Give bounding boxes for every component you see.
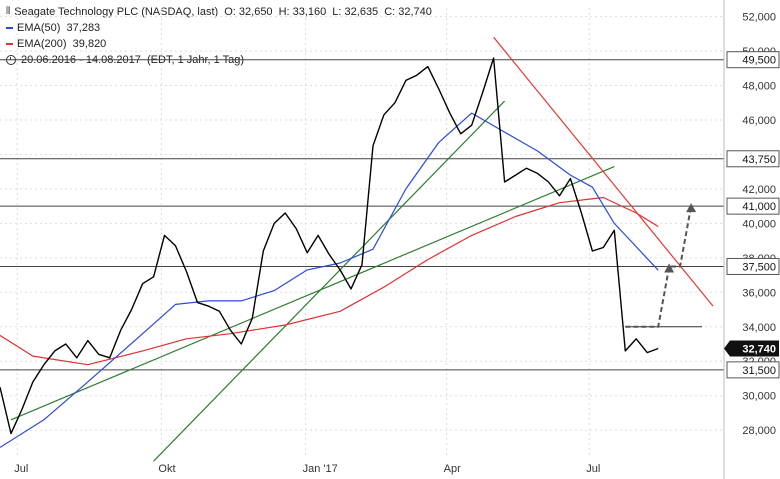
level-label-box <box>726 197 780 215</box>
level-label-box <box>726 150 780 168</box>
legend: ⫴ Seagate Technology PLC (NASDAQ, last) … <box>6 4 432 68</box>
price-line <box>0 57 659 435</box>
y-tick-label: 30,000 <box>742 391 776 403</box>
y-tick-label: 46,000 <box>742 115 776 127</box>
high-label: H: <box>278 6 290 18</box>
forecast-arrow <box>664 263 675 273</box>
x-tick-label: Jul <box>14 463 28 475</box>
y-tick-label: 48,000 <box>742 81 776 93</box>
y-tick-label: 34,000 <box>742 322 776 334</box>
price-layer <box>0 57 659 435</box>
ema200-swatch <box>6 43 13 45</box>
ema50-value: 37,283 <box>66 22 101 34</box>
ema50-label: EMA(50) <box>17 22 61 34</box>
x-tick-label: Apr <box>444 463 461 475</box>
forecast-arrow <box>686 203 697 213</box>
level-label: 43,750 <box>742 154 776 166</box>
high-value: 33,160 <box>292 6 327 18</box>
ema200-value: 39,820 <box>72 38 107 50</box>
level-label-box <box>726 361 780 379</box>
y-axis: 28,00030,00032,00034,00036,00038,00040,0… <box>723 0 780 479</box>
ema200-label: EMA(200) <box>17 38 67 50</box>
level-label: 37,500 <box>742 261 776 273</box>
trendline <box>153 100 506 462</box>
open-value: 32,650 <box>238 6 273 18</box>
instrument-row: ⫴ Seagate Technology PLC (NASDAQ, last) … <box>6 4 432 20</box>
open-label: O: <box>224 6 236 18</box>
ema50-line <box>0 112 659 448</box>
chart-grid <box>0 8 724 456</box>
low-label: L: <box>332 6 342 18</box>
x-tick-label: Jul <box>586 463 600 475</box>
level-label-box <box>726 257 780 275</box>
instrument-name: Seagate Technology PLC (NASDAQ, last) <box>14 6 219 18</box>
ema200-row: EMA(200) 39,820 <box>6 36 432 52</box>
ema50-swatch <box>6 27 13 29</box>
forecast-layer <box>625 203 703 328</box>
current-price-label: 32,740 <box>742 343 776 355</box>
ohlc-bars-icon: ⫴ <box>6 6 11 17</box>
y-tick-label: 52,000 <box>742 12 776 24</box>
level-label-box <box>726 51 780 69</box>
x-axis: Jul Okt Jan '17 Apr Jul <box>14 463 600 475</box>
trendline <box>493 36 714 307</box>
y-tick-label: 40,000 <box>742 218 776 230</box>
y-tick-label: 28,000 <box>742 425 776 437</box>
close-label: C: <box>384 6 396 18</box>
low-value: 32,635 <box>344 6 379 18</box>
y-tick-label: 42,000 <box>742 184 776 196</box>
level-label: 41,000 <box>742 201 776 213</box>
close-value: 32,740 <box>398 6 432 18</box>
x-tick-label: Okt <box>158 463 175 475</box>
current-price-tag <box>724 340 779 357</box>
horizontal-levels <box>0 59 724 371</box>
trendline <box>10 165 615 421</box>
x-tick-label: Jan '17 <box>303 463 338 475</box>
trendlines <box>10 36 714 462</box>
level-label: 49,500 <box>742 55 776 67</box>
y-tick-label: 36,000 <box>742 287 776 299</box>
ema50-row: EMA(50) 37,283 <box>6 20 432 36</box>
ema50-layer <box>0 112 659 448</box>
level-label: 31,500 <box>742 365 776 377</box>
